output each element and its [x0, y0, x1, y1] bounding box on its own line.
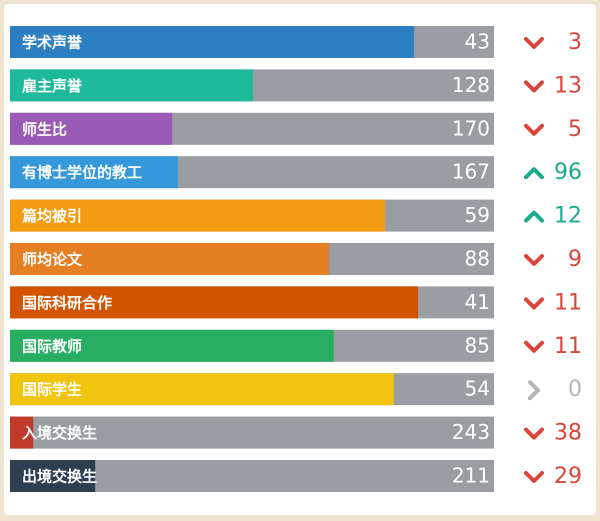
- category-label: 有博士学位的教工: [22, 164, 142, 182]
- rank-label: 88: [465, 247, 490, 271]
- rank-change: 9: [568, 247, 582, 272]
- rank-label: 41: [465, 290, 490, 314]
- trend-arrow: [524, 254, 544, 266]
- rank-label: 59: [465, 203, 490, 227]
- category-label: 出境交换生: [22, 468, 97, 486]
- bar: [10, 286, 419, 319]
- trend-arrow: [524, 427, 544, 440]
- rank-label: 211: [452, 464, 490, 488]
- category-label: 国际教师: [22, 337, 82, 355]
- category-label: 入境交换生: [22, 424, 97, 442]
- bar: [10, 416, 34, 449]
- rank-label: 85: [465, 333, 490, 357]
- rank-change: 12: [554, 204, 582, 229]
- rank-change: 38: [554, 421, 582, 446]
- category-label: 学术声誉: [22, 34, 83, 52]
- rank-change: 29: [554, 464, 582, 489]
- rank-change: 5: [568, 117, 582, 142]
- category-label: 国际科研合作: [22, 294, 112, 312]
- bar: [10, 69, 253, 102]
- trend-arrow: [524, 167, 544, 180]
- category-label: 篇均被引: [22, 207, 82, 225]
- rank-label: 243: [452, 420, 490, 444]
- rank-change: 11: [554, 334, 582, 359]
- rank-label: 43: [465, 30, 490, 54]
- trend-arrow: [524, 297, 544, 310]
- rank-change: 96: [554, 160, 582, 185]
- bar-track: [10, 416, 494, 449]
- bar: [10, 460, 96, 492]
- rank-change: 0: [568, 377, 582, 402]
- trend-arrow: [524, 340, 544, 353]
- bar: [10, 156, 178, 189]
- bar: [10, 199, 386, 232]
- rank-change: 13: [554, 73, 582, 98]
- category-label: 师生比: [22, 120, 67, 138]
- trend-arrow: [524, 471, 544, 483]
- category-label: 师均论文: [22, 251, 83, 269]
- rank-label: 167: [452, 160, 490, 184]
- bar: [10, 26, 415, 58]
- trend-arrow: [528, 380, 540, 401]
- category-label: 国际学生: [22, 381, 82, 399]
- category-label: 雇主声誉: [22, 77, 83, 95]
- bar: [10, 373, 394, 406]
- trend-arrow: [524, 123, 544, 136]
- trend-arrow: [524, 210, 544, 223]
- bar: [10, 112, 173, 145]
- bar: [10, 329, 334, 362]
- rank-change: 11: [554, 290, 582, 315]
- rank-label: 128: [452, 73, 490, 97]
- bar: [10, 243, 329, 275]
- trend-arrow: [524, 37, 544, 49]
- rank-label: 54: [465, 377, 490, 401]
- rank-label: 170: [452, 116, 490, 140]
- trend-arrow: [524, 80, 544, 93]
- rank-change: 3: [568, 30, 582, 55]
